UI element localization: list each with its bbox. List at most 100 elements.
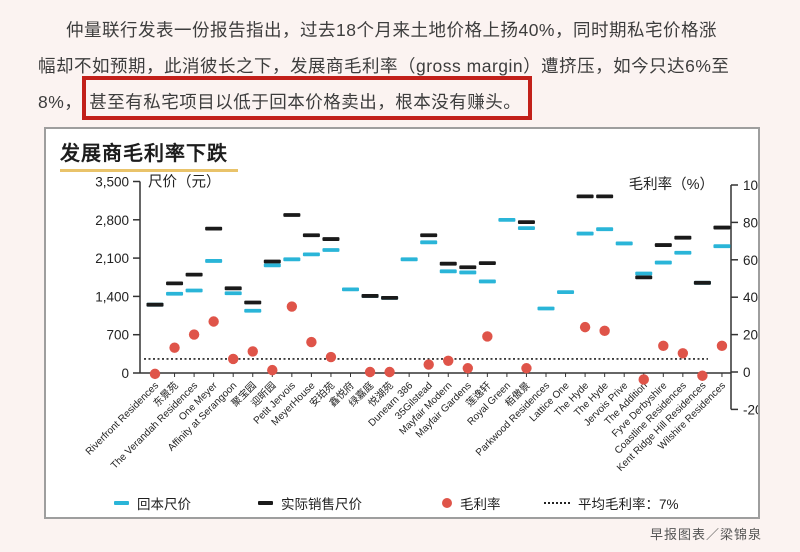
breakeven-mark — [517, 226, 535, 231]
breakeven-mark — [224, 291, 242, 296]
breakeven-mark — [400, 257, 418, 262]
breakeven-mark — [615, 241, 633, 246]
actual-price-mark — [674, 235, 692, 240]
highlight-box: 甚至有私宅项目以低于回本价格卖出，根本没有赚头。 — [82, 76, 533, 120]
svg-text:3,500: 3,500 — [95, 175, 129, 190]
breakeven-mark — [185, 288, 203, 293]
margin-dot-icon — [442, 498, 452, 508]
article-line-1: 仲量联行发表一份报告指出，过去18个月来土地价格上扬40%，同时期私宅价格涨 — [66, 20, 717, 40]
actual-price-mark — [635, 275, 653, 280]
margin-mark — [521, 363, 532, 374]
breakeven-mark — [263, 263, 281, 268]
svg-text:Riverfront Residences: Riverfront Residences — [84, 380, 161, 457]
margin-mark — [482, 331, 493, 342]
margin-mark — [325, 351, 337, 363]
margin-mark — [188, 329, 200, 340]
breakeven-mark — [478, 279, 496, 284]
margin-mark — [658, 340, 669, 352]
margin-mark — [384, 366, 395, 378]
title-underline — [60, 169, 238, 172]
legend-label-average: 平均毛利率：7% — [578, 497, 679, 512]
actual-price-mark — [654, 243, 672, 247]
breakeven-mark — [244, 308, 262, 313]
article-line-3: 8%， 甚至有私宅项目以低于回本价格卖出，根本没有赚头。 — [38, 76, 772, 120]
margin-mark — [599, 325, 610, 337]
breakeven-dash-icon — [114, 501, 129, 505]
actual-price-mark — [439, 261, 457, 266]
actual-price-mark — [302, 233, 320, 238]
svg-text:100: 100 — [743, 178, 758, 193]
svg-text:1,400: 1,400 — [95, 289, 129, 304]
margin-mark — [169, 342, 180, 353]
svg-text:尺价（元）: 尺价（元） — [148, 174, 221, 191]
breakeven-mark — [576, 231, 594, 236]
chart-legend: 回本尺价 实际销售尺价 毛利率 平均毛利率：7% — [46, 493, 758, 519]
margin-mark — [579, 321, 591, 333]
breakeven-mark — [205, 259, 223, 263]
breakeven-mark — [459, 270, 477, 275]
legend-item-actual: 实际销售尺价 — [258, 493, 362, 513]
actual-price-mark — [146, 302, 164, 307]
actual-price-mark — [283, 213, 301, 217]
average-dotted-line-icon — [544, 502, 570, 504]
actual-price-mark — [322, 237, 340, 241]
article-line-2: 幅却不如预期，此消彼长之下，发展商毛利率（gross margin）遭挤压，如今… — [38, 56, 730, 76]
breakeven-mark — [498, 218, 516, 222]
svg-text:-20: -20 — [743, 402, 758, 417]
actual-price-mark — [713, 225, 731, 230]
actual-price-mark — [263, 259, 281, 264]
margin-mark — [638, 374, 649, 385]
svg-text:80: 80 — [743, 215, 758, 230]
actual-price-mark — [185, 272, 203, 277]
breakeven-mark — [166, 291, 184, 296]
margin-mark — [208, 316, 219, 327]
svg-text:2,800: 2,800 — [95, 213, 129, 228]
breakeven-mark — [635, 271, 653, 276]
svg-text:0: 0 — [121, 366, 129, 381]
breakeven-mark — [322, 248, 340, 252]
margin-mark — [423, 359, 434, 370]
breakeven-mark — [557, 290, 575, 295]
margin-mark — [443, 355, 454, 366]
legend-label-margin: 毛利率 — [460, 497, 501, 512]
actual-price-mark — [693, 280, 711, 285]
breakeven-mark — [283, 257, 301, 262]
breakeven-mark — [654, 260, 672, 265]
actual-price-mark — [381, 295, 399, 300]
margin-mark — [286, 301, 298, 312]
margin-mark — [306, 336, 317, 348]
legend-item-average: 平均毛利率：7% — [544, 493, 679, 513]
margin-mark — [462, 363, 473, 374]
actual-price-mark — [166, 281, 184, 286]
svg-text:20: 20 — [743, 328, 758, 343]
svg-text:60: 60 — [743, 253, 758, 268]
svg-text:毛利率（%）: 毛利率（%） — [629, 176, 714, 193]
svg-text:40: 40 — [743, 290, 758, 305]
breakeven-mark — [537, 306, 555, 311]
actual-price-mark — [478, 261, 496, 266]
actual-price-mark — [224, 286, 242, 291]
margin-mark — [149, 368, 161, 380]
svg-text:700: 700 — [106, 328, 129, 343]
actual-price-mark — [517, 220, 535, 224]
article-line-3-prefix: 8%， — [38, 92, 83, 112]
margin-mark — [247, 346, 258, 357]
chart-title: 发展商毛利率下跌 — [60, 143, 228, 165]
margin-mark — [697, 370, 708, 381]
margin-mark — [228, 353, 239, 365]
chart-credit: 早报图表／梁锦泉 — [649, 527, 762, 542]
article-paragraph: 仲量联行发表一份报告指出，过去18个月来土地价格上扬40%，同时期私宅价格涨 幅… — [38, 12, 772, 120]
margin-mark — [677, 348, 689, 359]
legend-label-breakeven: 回本尺价 — [137, 497, 191, 512]
breakeven-mark — [420, 240, 438, 245]
actual-price-mark — [205, 226, 223, 231]
svg-text:0: 0 — [743, 365, 751, 380]
margin-mark — [716, 340, 728, 352]
legend-item-breakeven: 回本尺价 — [114, 493, 191, 513]
actual-dash-icon — [258, 501, 273, 505]
breakeven-mark — [342, 287, 359, 292]
actual-price-mark — [244, 300, 262, 305]
breakeven-mark — [596, 227, 614, 232]
breakeven-mark — [713, 244, 731, 249]
margin-mark — [267, 364, 278, 376]
